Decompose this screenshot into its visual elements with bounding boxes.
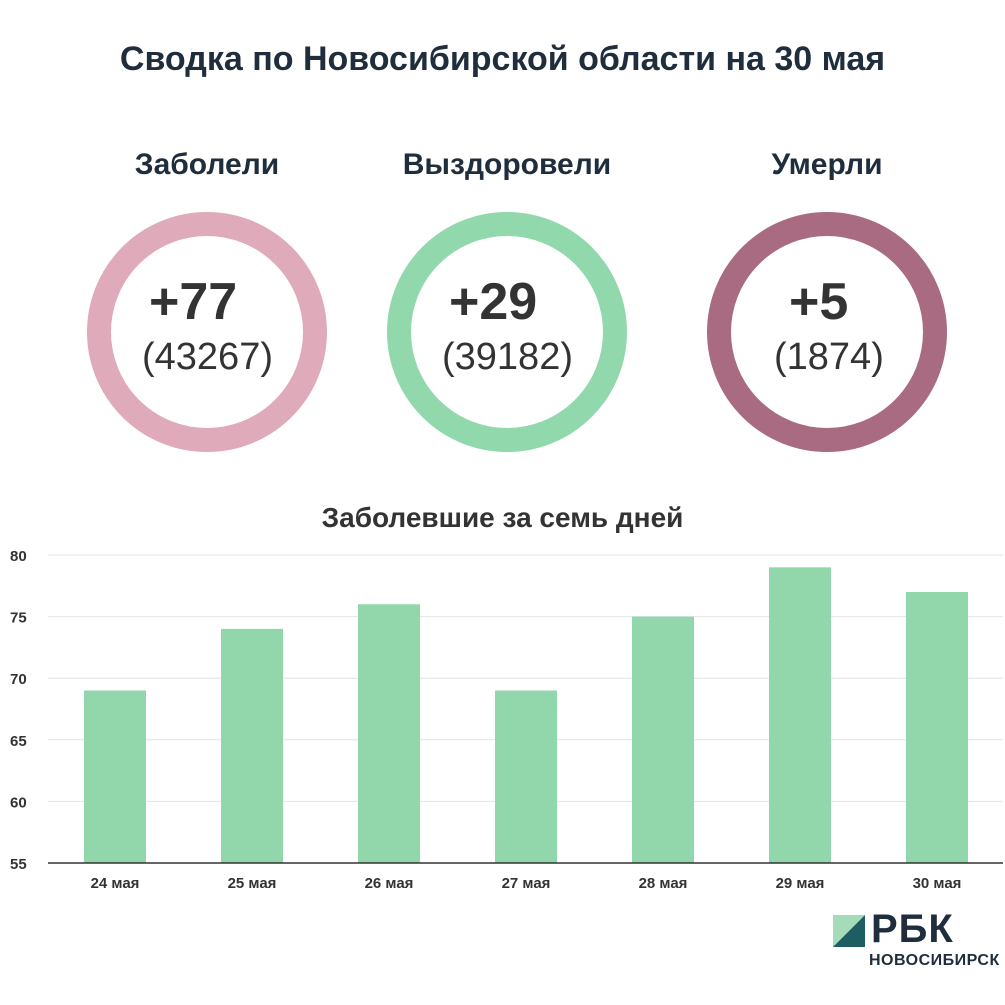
stat-recovered-label: Выздоровели bbox=[402, 148, 612, 181]
bar bbox=[906, 591, 968, 863]
bar bbox=[358, 604, 420, 863]
x-tick-label: 30 мая bbox=[913, 875, 962, 892]
stat-deaths-total: (1874) bbox=[774, 336, 884, 378]
stat-deaths: Умерли +5 (1874) bbox=[677, 140, 977, 470]
stat-recovered-delta: +29 bbox=[449, 273, 538, 331]
y-tick-label: 75 bbox=[10, 610, 27, 627]
stat-infected-label: Заболели bbox=[134, 148, 280, 181]
bar bbox=[769, 567, 831, 863]
stat-deaths-ring bbox=[707, 212, 947, 452]
y-tick-label: 60 bbox=[10, 794, 27, 811]
y-tick-label: 70 bbox=[10, 671, 27, 688]
y-tick-label: 55 bbox=[10, 856, 27, 873]
chart-title: Заболевшие за семь дней bbox=[321, 502, 684, 533]
logo-subtitle: НОВОСИБИРСК bbox=[869, 952, 1000, 969]
y-tick-label: 65 bbox=[10, 733, 27, 750]
logo-name: РБК bbox=[871, 907, 954, 951]
y-tick-label: 80 bbox=[10, 548, 27, 565]
x-tick-label: 25 мая bbox=[228, 875, 277, 892]
stat-infected: Заболели +77 (43267) bbox=[57, 140, 357, 470]
bar bbox=[221, 628, 283, 863]
bar bbox=[495, 690, 557, 863]
x-tick-label: 29 мая bbox=[776, 875, 825, 892]
logo-mark-icon bbox=[833, 915, 865, 947]
stat-infected-delta: +77 bbox=[149, 273, 238, 331]
stat-infected-total: (43267) bbox=[142, 336, 273, 378]
bar bbox=[84, 690, 146, 863]
stat-recovered-ring bbox=[387, 212, 627, 452]
page-title: Сводка по Новосибирской области на 30 ма… bbox=[119, 40, 886, 78]
stat-infected-ring bbox=[87, 212, 327, 452]
stat-deaths-label: Умерли bbox=[771, 148, 883, 181]
stat-recovered: Выздоровели +29 (39182) bbox=[357, 140, 657, 470]
x-tick-label: 26 мая bbox=[365, 875, 414, 892]
bar-chart: 55 60 65 70 75 80 24 мая 25 мая 26 мая 27 мая 28 м… bbox=[10, 548, 1003, 892]
x-tick-label: 24 мая bbox=[91, 875, 140, 892]
stat-recovered-total: (39182) bbox=[442, 336, 573, 378]
x-tick-label: 28 мая bbox=[639, 875, 688, 892]
rbc-logo: РБК НОВОСИБИРСК bbox=[833, 907, 1000, 975]
bar bbox=[632, 616, 694, 863]
stat-deaths-delta: +5 bbox=[789, 273, 849, 331]
x-tick-label: 27 мая bbox=[502, 875, 551, 892]
